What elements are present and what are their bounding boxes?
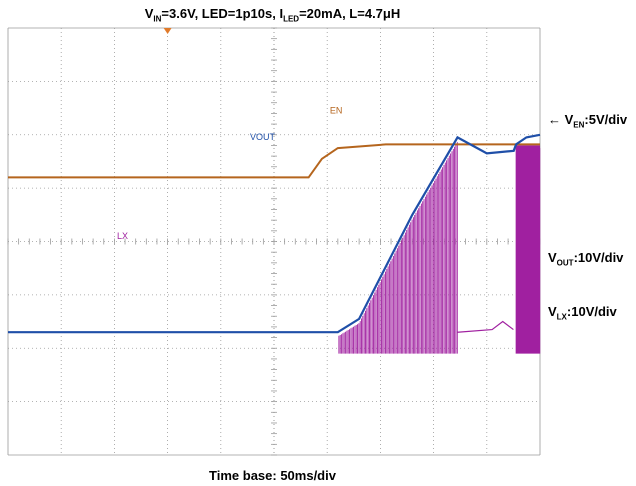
trigger-marker: [163, 28, 172, 34]
en-trace: [8, 143, 540, 179]
ven-scale-label: ← VEN:5V/div: [548, 112, 628, 130]
en-trace-label: EN: [330, 105, 343, 115]
lx-trace: [338, 142, 541, 354]
trace-labels: EN VOUT LX: [117, 105, 342, 240]
traces: [8, 133, 541, 354]
graticule: [7, 27, 541, 456]
lx-gap-trace: [457, 320, 514, 333]
vout-scale-label: VOUT:10V/div: [548, 250, 624, 268]
lx-trace-label: LX: [117, 231, 128, 241]
vout-trace-label: VOUT: [250, 132, 276, 142]
x-axis-label: Time base: 50ms/div: [209, 468, 336, 483]
vlx-scale-label: VLX:10V/div: [548, 304, 617, 322]
chart-title: VIN=3.6V, LED=1p10s, ILED=20mA, L=4.7μH: [144, 6, 401, 24]
vout-trace: [8, 133, 541, 334]
